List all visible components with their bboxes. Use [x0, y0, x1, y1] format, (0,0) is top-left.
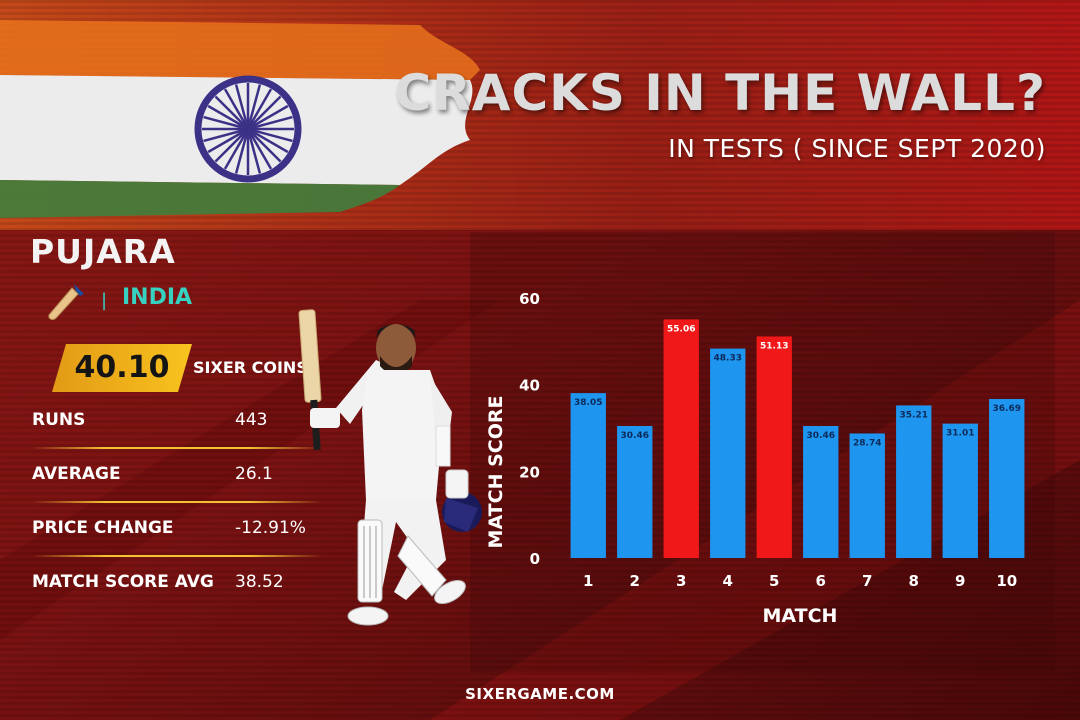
x-tick-label: 9 [955, 572, 965, 590]
footer-site: SIXERGAME.COM [465, 685, 615, 703]
stat-average-label: AVERAGE [32, 464, 121, 484]
bar-value-label: 51.13 [760, 341, 788, 351]
bar-value-label: 35.21 [900, 410, 928, 420]
divider [32, 501, 322, 503]
bar-value-label: 38.05 [574, 398, 602, 408]
coins-label: SIXER COINS [193, 358, 308, 377]
y-tick-label: 0 [530, 550, 540, 568]
y-tick-label: 60 [519, 290, 540, 308]
x-axis-title: MATCH [763, 605, 838, 627]
stat-average-value: 26.1 [235, 464, 273, 484]
x-tick-label: 6 [816, 572, 826, 590]
bar-value-label: 31.01 [946, 429, 974, 439]
x-tick-label: 1 [583, 572, 593, 590]
bar-match-8 [896, 405, 932, 558]
cricket-bat-icon [48, 284, 84, 320]
x-tick-label: 10 [996, 572, 1017, 590]
bar-value-label: 55.06 [667, 324, 695, 334]
divider [32, 555, 322, 557]
bar-match-2 [617, 426, 653, 558]
x-tick-label: 7 [862, 572, 872, 590]
match-score-chart: MATCH SCORE MATCH 0 20 40 60 38.05 30.46 55.0… [485, 290, 1025, 627]
x-tick-label: 2 [630, 572, 640, 590]
bar-value-label: 28.74 [853, 438, 881, 448]
y-tick-label: 20 [519, 463, 540, 481]
bar-value-label: 30.46 [807, 431, 835, 441]
coins-value: 40.10 [74, 350, 170, 385]
bar-match-3 [663, 319, 699, 558]
bar-match-7 [849, 433, 885, 558]
divider [32, 447, 322, 449]
x-tick-label: 8 [909, 572, 919, 590]
bar-match-5 [756, 336, 792, 558]
page-subtitle: IN TESTS ( SINCE SEPT 2020) [668, 134, 1046, 163]
bar-value-label: 30.46 [621, 431, 649, 441]
bar-value-label: 36.69 [993, 404, 1021, 414]
x-tick-label: 3 [676, 572, 686, 590]
x-tick-label: 5 [769, 572, 779, 590]
stat-runs-label: RUNS [32, 410, 86, 430]
stat-match-score-avg-label: MATCH SCORE AVG [32, 572, 214, 592]
y-axis-title: MATCH SCORE [485, 396, 507, 549]
stat-runs-value: 443 [235, 410, 268, 430]
y-tick-label: 40 [519, 377, 540, 395]
player-country: INDIA [122, 285, 193, 310]
bar-match-9 [942, 423, 978, 558]
page-title: CRACKS IN THE WALL? [394, 64, 1046, 122]
stat-match-score-avg-value: 38.52 [235, 572, 284, 592]
india-flag-icon [0, 20, 480, 218]
bar-match-4 [710, 348, 746, 558]
bar-value-label: 48.33 [714, 354, 742, 364]
player-name: PUJARA [30, 232, 176, 271]
cricketer-illustration [298, 309, 482, 626]
x-tick-label: 4 [723, 572, 733, 590]
stat-price-change-value: -12.91% [235, 518, 306, 538]
bar-match-6 [803, 426, 839, 558]
coins-badge [52, 344, 192, 392]
separator: | [101, 290, 108, 311]
bar-match-1 [570, 393, 606, 558]
bar-match-10 [989, 399, 1025, 558]
stat-price-change-label: PRICE CHANGE [32, 518, 174, 538]
